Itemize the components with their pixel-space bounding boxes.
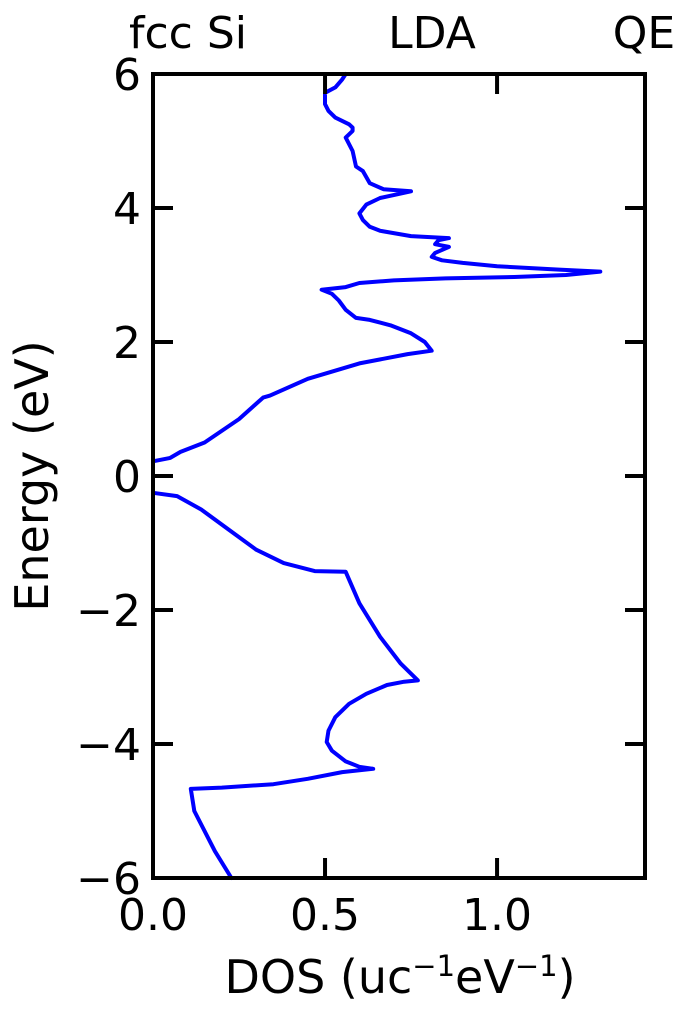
y-tick-label: −6	[76, 854, 141, 905]
y-tick-label: 2	[113, 318, 141, 369]
data-series-group	[151, 72, 603, 880]
plot-frame	[151, 72, 647, 880]
dos-line-segment-2	[151, 72, 603, 464]
x-tick-label: 0.0	[118, 890, 188, 941]
x-tick-label: 1.0	[462, 890, 532, 941]
y-tick-label: −4	[76, 720, 141, 771]
y-tick-labels: −6 −4 −2 0 2 4 6	[76, 50, 141, 905]
title-left: fcc Si	[129, 8, 247, 59]
y-axis-label: Energy (eV)	[5, 340, 59, 611]
title-right: QE	[613, 8, 675, 59]
x-tick-label: 0.5	[290, 890, 360, 941]
x-axis-label: DOS (uc−1eV−1)	[224, 949, 575, 1004]
y-tick-label: 4	[113, 184, 141, 235]
x-tick-labels: 0.0 0.5 1.0	[118, 890, 532, 941]
title-center: LDA	[388, 8, 476, 59]
chart-titles: fcc Si LDA QE	[129, 8, 675, 59]
y-tick-label: −2	[76, 586, 141, 637]
dos-line-segment-1	[151, 490, 420, 880]
y-tick-label: 6	[113, 50, 141, 101]
y-tick-label: 0	[113, 452, 141, 503]
